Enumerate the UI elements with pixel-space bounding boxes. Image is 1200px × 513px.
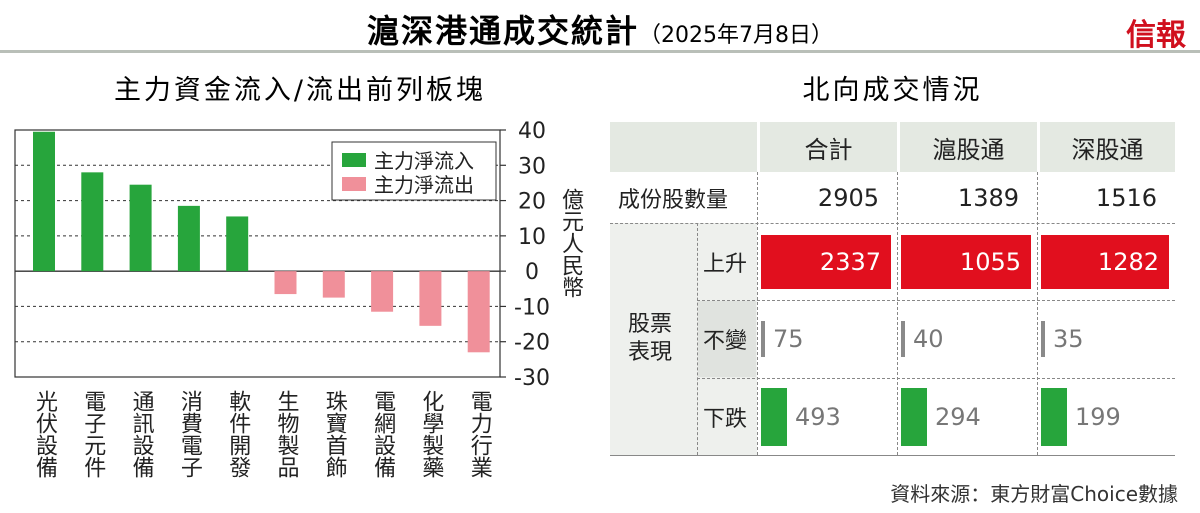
column-divider <box>1037 172 1038 455</box>
row-divider <box>610 455 1175 456</box>
header: 滬深港通成交統計 （2025年7月8日） <box>0 6 1200 52</box>
bar <box>322 271 345 298</box>
legend-label: 主力淨流入 <box>374 149 474 173</box>
x-tick-label: 消費電子 <box>176 390 202 478</box>
cell-value: 75 <box>773 325 804 353</box>
y-tick-label: -10 <box>514 295 550 320</box>
x-tick-label: 化學製藥 <box>418 390 444 478</box>
cell-value: 40 <box>913 325 944 353</box>
cell-bar <box>761 321 765 357</box>
logo: 信報 <box>1126 18 1186 53</box>
x-tick-label: 軟件開發 <box>225 390 251 478</box>
y-tick-label: 20 <box>518 190 546 215</box>
sub-label: 下跌 <box>703 406 748 432</box>
row-divider <box>697 378 1175 379</box>
legend-label: 主力淨流出 <box>374 173 474 197</box>
y-tick-label: -30 <box>514 366 550 391</box>
y-axis-label: 億元人民幣 <box>558 188 583 298</box>
sub-label-bg <box>698 224 756 299</box>
x-tick-label: 電力行業 <box>466 390 492 478</box>
column-header: 合計 <box>757 122 897 172</box>
cell-value: 1516 <box>1095 183 1157 212</box>
plot-frame <box>14 129 501 378</box>
cell-value: 1055 <box>959 247 1021 276</box>
bar <box>129 184 152 272</box>
group-divider <box>697 223 698 455</box>
bar <box>81 172 104 272</box>
bar <box>33 131 55 272</box>
cell-bar <box>761 234 891 289</box>
column-divider <box>757 172 758 455</box>
cell-bar <box>1041 321 1045 357</box>
cell-value: 2905 <box>817 183 879 212</box>
bar <box>419 271 442 326</box>
row-label: 成份股數量 <box>618 187 729 213</box>
cell-value: 1389 <box>957 183 1019 212</box>
x-tick-label: 光伏設備 <box>32 390 57 478</box>
title: 滬深港通成交統計 <box>367 12 640 50</box>
source: 資料來源：東方財富Choice數據 <box>890 482 1178 506</box>
x-tick-label: 電子元件 <box>80 390 106 478</box>
column-header: 深股通 <box>1037 122 1175 172</box>
y-tick-label: 30 <box>518 154 546 179</box>
chart-title: 主力資金流入/流出前列板塊 <box>113 75 487 106</box>
cell-bar <box>901 234 1031 289</box>
cell-value: 1282 <box>1097 247 1159 276</box>
legend-swatch <box>342 177 366 191</box>
x-tick-label: 通訊設備 <box>128 390 154 478</box>
table-title: 北向成交情況 <box>802 75 983 106</box>
y-tick-label: 10 <box>518 225 546 250</box>
bar <box>274 271 297 295</box>
cell-value: 199 <box>1075 402 1121 431</box>
bar <box>177 205 200 272</box>
x-tick-label: 電網設備 <box>370 390 396 478</box>
cell-value: 493 <box>795 402 841 431</box>
cell-value: 294 <box>935 402 981 431</box>
row-divider <box>610 223 1175 224</box>
table-header-bg <box>610 122 1175 172</box>
sub-label: 不變 <box>703 329 748 354</box>
cell-value: 35 <box>1053 325 1084 353</box>
y-tick-label: -20 <box>514 331 550 356</box>
y-tick-label: 0 <box>525 260 539 285</box>
sub-label: 上升 <box>703 251 748 277</box>
x-tick-label: 珠寶首飾 <box>321 390 347 478</box>
date: （2025年7月8日） <box>639 23 833 48</box>
bar <box>371 271 394 312</box>
legend-swatch <box>342 153 366 167</box>
column-divider <box>897 172 898 455</box>
cell-bar <box>901 321 905 357</box>
cell-bar <box>901 387 927 446</box>
row-divider <box>697 300 1175 301</box>
sub-label-bg <box>698 301 756 377</box>
sub-label-bg <box>698 379 756 454</box>
divider <box>0 50 1200 53</box>
bar <box>467 271 490 353</box>
bar <box>226 216 249 272</box>
cell-bar <box>1041 234 1169 289</box>
group-label: 股票表現 <box>628 312 673 365</box>
column-header: 滬股通 <box>897 122 1037 172</box>
cell-value: 2337 <box>819 247 881 276</box>
y-tick-label: 40 <box>518 119 546 144</box>
x-tick-label: 生物製品 <box>273 390 299 478</box>
cell-bar <box>1041 387 1067 446</box>
cell-bar <box>761 387 787 446</box>
